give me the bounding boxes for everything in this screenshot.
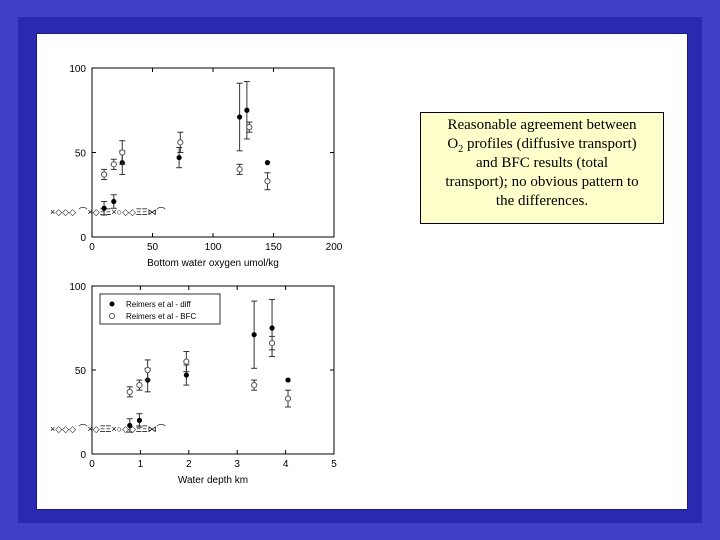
- legend-entry: Reimers et al - BFC: [126, 312, 196, 321]
- x-tick-label: 1: [138, 459, 144, 470]
- point-open: [251, 382, 258, 389]
- point-open: [236, 166, 243, 173]
- x-tick-label: 4: [283, 459, 289, 470]
- point-open: [110, 161, 117, 168]
- point-filled: [176, 154, 182, 161]
- callout-o2-sub: 2: [458, 144, 464, 155]
- point-open: [126, 388, 133, 395]
- point-filled: [183, 372, 189, 378]
- point-filled: [244, 107, 250, 113]
- y-tick-label: 50: [75, 149, 87, 160]
- x-tick-label: 50: [147, 242, 159, 253]
- point-filled: [237, 114, 243, 120]
- point-open: [284, 395, 292, 402]
- legend-box: [99, 293, 221, 325]
- point-filled: [127, 422, 133, 429]
- legend-marker-filled: [109, 301, 115, 307]
- callout-box: Reasonable agreement between O2 profiles…: [420, 112, 664, 224]
- point-filled: [111, 198, 117, 205]
- point-filled: [269, 325, 275, 331]
- y-tick-label: 0: [80, 233, 86, 244]
- x-axis-label: Water depth km: [178, 475, 248, 486]
- point-open: [101, 171, 108, 178]
- y-tick-label: 50: [75, 366, 87, 377]
- x-tick-label: 100: [205, 242, 222, 253]
- legend-entry: Reimers et al - diff: [126, 300, 192, 309]
- point-filled: [101, 205, 107, 211]
- x-tick-label: 0: [89, 459, 95, 470]
- x-tick-label: 150: [265, 242, 282, 253]
- x-tick-label: 2: [186, 459, 192, 470]
- callout-line4: transport); no obvious pattern to: [445, 174, 639, 190]
- point-open: [183, 358, 190, 365]
- x-tick-label: 200: [326, 242, 343, 253]
- point-open: [268, 340, 276, 347]
- y-tick-label: 100: [69, 282, 86, 293]
- x-axis-label: Bottom water oxygen umol/kg: [147, 258, 279, 269]
- point-filled: [285, 377, 291, 383]
- point-open: [177, 139, 184, 146]
- callout-line3: and BFC results (total: [475, 155, 609, 171]
- point-open: [246, 124, 253, 131]
- y-tick-label: 0: [80, 450, 86, 461]
- baseline-glyphs: ×◇◇◇ ⌒×◇ΞΞ×○◇◇ΞΞ⋈⌒: [50, 424, 166, 434]
- x-tick-label: 5: [331, 459, 337, 470]
- chart-1: 0 50 100 150 200 0 50 100 Bottom water oxygen um…: [50, 64, 343, 269]
- callout-o2-prefix: O: [447, 136, 459, 152]
- point-filled: [264, 160, 271, 166]
- point-open: [136, 382, 143, 389]
- x-tick-label: 3: [234, 459, 240, 470]
- callout-line5: the differences.: [495, 193, 589, 209]
- x-tick-label: 0: [89, 242, 95, 253]
- point-open: [264, 178, 271, 185]
- legend-marker-open: [109, 313, 115, 319]
- point-open: [119, 149, 126, 156]
- y-tick-label: 100: [69, 64, 86, 75]
- point-open: [144, 366, 151, 374]
- point-filled: [251, 332, 257, 338]
- callout-line1: Reasonable agreement between: [447, 117, 637, 133]
- callout-line2: profiles (diffusive transport): [463, 136, 637, 152]
- baseline-glyphs: ×◇◇◇ ⌒×◇ΞΞ×○◇◇ΞΞ⋈⌒: [50, 207, 166, 217]
- point-filled: [136, 417, 143, 423]
